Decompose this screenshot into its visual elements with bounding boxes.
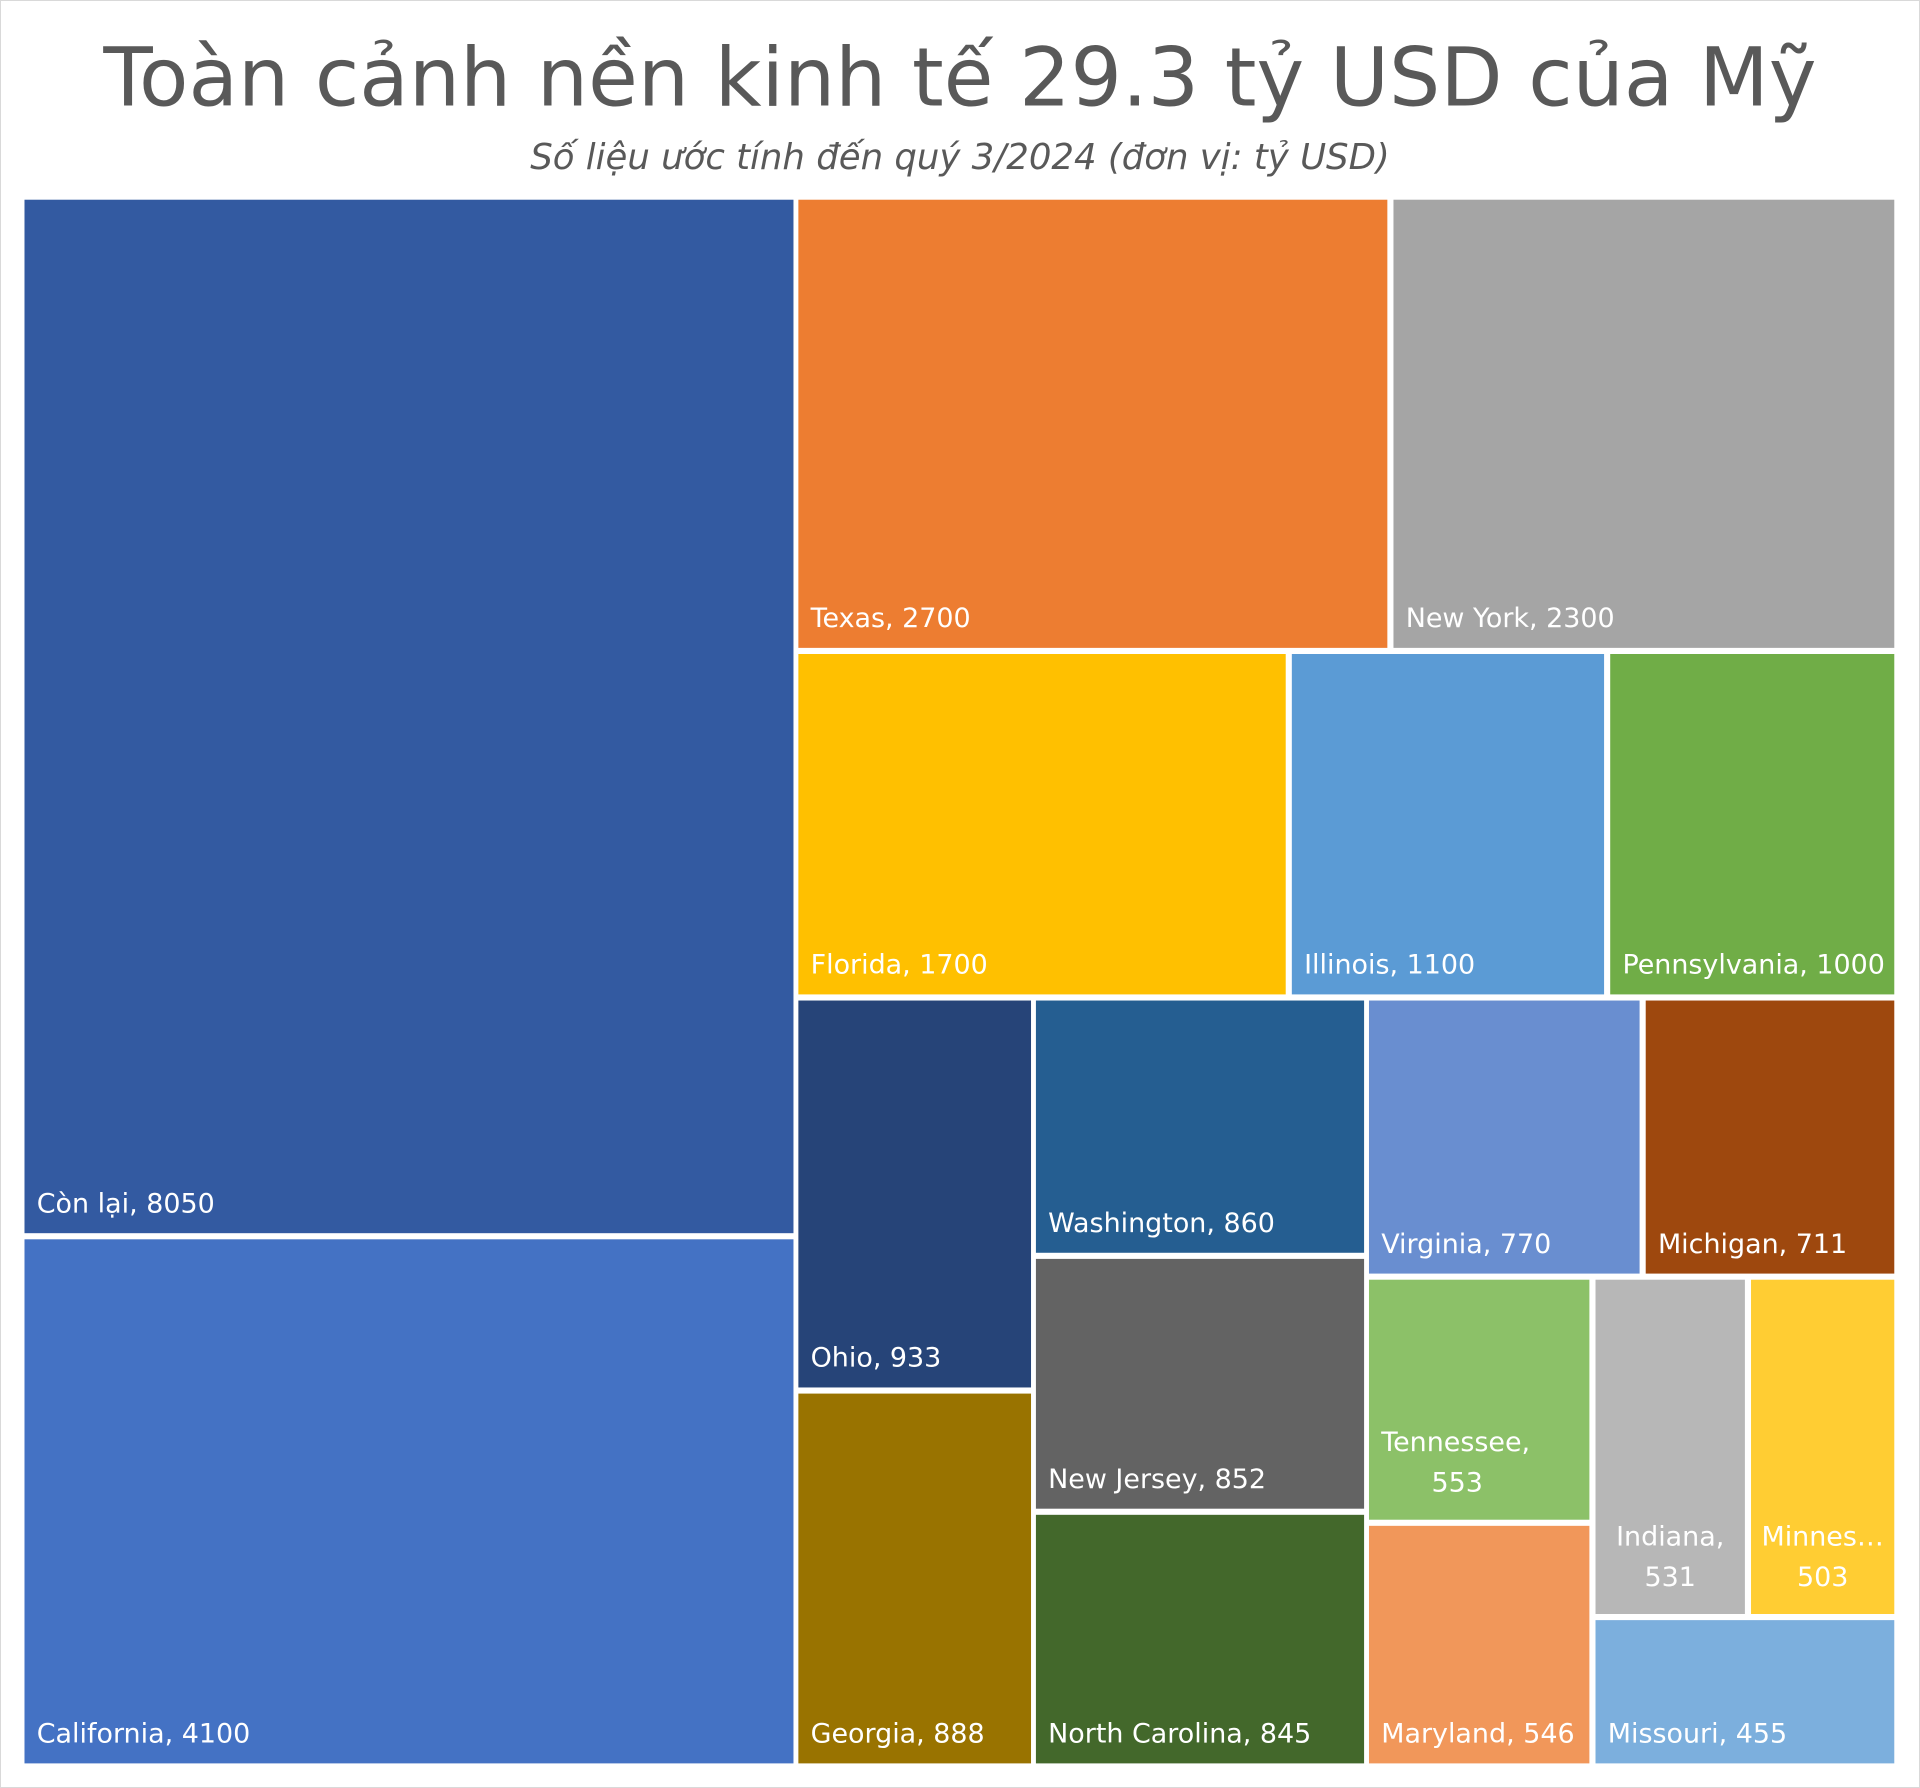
tile-label-georgia: Georgia, 888 — [811, 1719, 985, 1750]
tile-label-maryland: Maryland, 546 — [1381, 1719, 1574, 1750]
tile-missouri — [1595, 1620, 1895, 1764]
tile-ohio — [798, 1000, 1032, 1388]
tile-label-minnes: Minnes… 503 — [1761, 1521, 1883, 1592]
tile-label-new-jersey: New Jersey, 852 — [1048, 1464, 1266, 1495]
chart-title: Toàn cảnh nền kinh tế 29.3 tỷ USD của Mỹ — [102, 31, 1816, 125]
tile-label-pennsylvania: Pennsylvania, 1000 — [1622, 950, 1885, 981]
tile-michigan — [1645, 1000, 1895, 1274]
tile-north-carolina — [1035, 1514, 1365, 1764]
tile-label-missouri: Missouri, 455 — [1608, 1719, 1787, 1750]
tile-texas — [798, 199, 1388, 648]
tile-label-tennessee: Tennessee, 553 — [1380, 1427, 1530, 1498]
tile-label-illinois: Illinois, 1100 — [1304, 950, 1475, 981]
tile-label-virginia: Virginia, 770 — [1381, 1229, 1551, 1260]
tile-pennsylvania — [1610, 654, 1895, 995]
chart-subtitle: Số liệu ước tính đến quý 3/2024 (đơn vị:… — [530, 137, 1390, 178]
tile-california — [24, 1239, 794, 1764]
tile-new-york — [1393, 199, 1895, 648]
tile-minnes — [1751, 1279, 1895, 1614]
tile-virginia — [1368, 1000, 1640, 1274]
tile-label-new-york: New York, 2300 — [1406, 603, 1615, 634]
tile-florida — [798, 654, 1286, 995]
tile-label-texas: Texas, 2700 — [810, 603, 971, 634]
tile-new-jersey — [1035, 1258, 1365, 1509]
tile-label-indiana: Indiana, 531 — [1616, 1521, 1724, 1592]
tile-còn-lại — [24, 199, 794, 1234]
tile-tennessee — [1368, 1279, 1590, 1520]
tile-georgia — [798, 1393, 1032, 1764]
tile-label-florida: Florida, 1700 — [811, 950, 988, 981]
tile-label-còn-lại: Còn lại, 8050 — [37, 1188, 215, 1219]
tile-label-ohio: Ohio, 933 — [811, 1343, 942, 1374]
tile-label-washington: Washington, 860 — [1048, 1208, 1275, 1239]
tile-label-north-carolina: North Carolina, 845 — [1048, 1719, 1311, 1750]
tile-label-california: California, 4100 — [37, 1719, 250, 1750]
tile-label-michigan: Michigan, 711 — [1658, 1229, 1847, 1260]
tile-maryland — [1368, 1525, 1590, 1764]
tile-illinois — [1291, 654, 1605, 995]
tile-washington — [1035, 1000, 1365, 1253]
tile-indiana — [1595, 1279, 1745, 1614]
